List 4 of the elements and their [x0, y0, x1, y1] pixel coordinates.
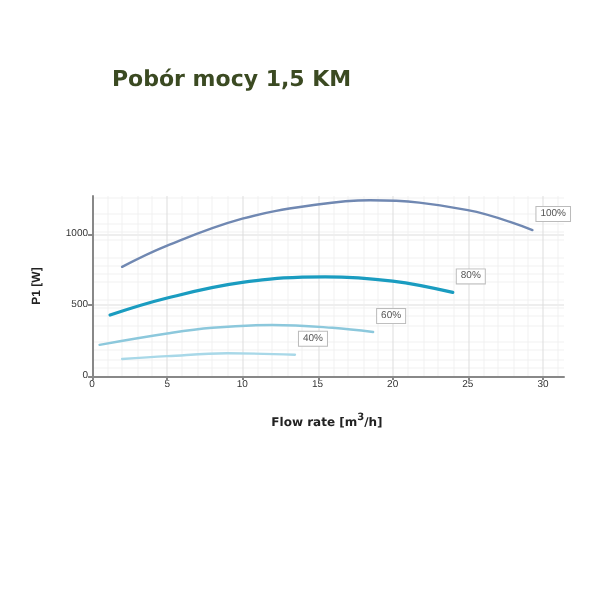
- chart-title: Pobór mocy 1,5 KM: [112, 66, 352, 92]
- line-series: [98, 323, 375, 347]
- line-series: [120, 199, 534, 269]
- line-series: [108, 275, 455, 317]
